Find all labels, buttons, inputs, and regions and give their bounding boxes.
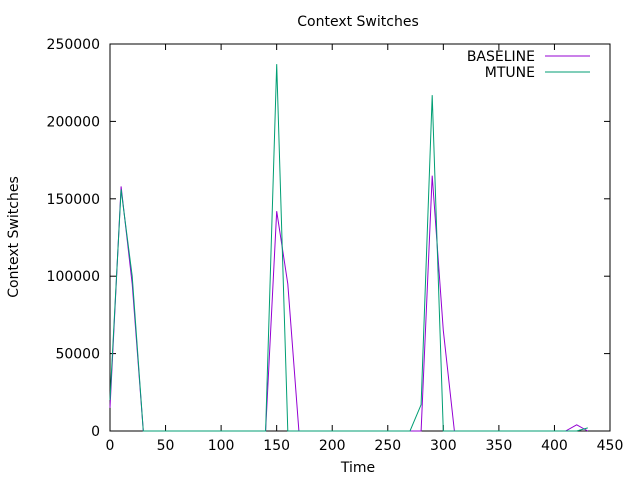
x-tick-label: 450	[597, 438, 624, 454]
plot-frame	[109, 43, 611, 432]
y-tick-label: 200000	[47, 114, 100, 130]
axis-ticks: 0 50 100 150 200 250 300 350 400 450 0 50000 100000 1…	[47, 37, 624, 454]
series-line-baseline	[109, 175, 589, 432]
y-tick-label: 0	[91, 424, 100, 440]
x-tick-label: 400	[541, 438, 568, 454]
chart-title: Context Switches	[297, 14, 419, 30]
x-tick-label: 150	[263, 438, 290, 454]
y-axis-label: Context Switches	[6, 176, 22, 298]
x-tick-label: 50	[157, 438, 175, 454]
x-tick-label: 0	[106, 438, 115, 454]
series-lines	[109, 64, 589, 432]
x-tick-label: 250	[374, 438, 401, 454]
x-tick-label: 200	[319, 438, 346, 454]
legend-label-baseline: BASELINE	[467, 49, 535, 65]
y-tick-label: 150000	[47, 192, 100, 208]
x-tick-label: 100	[208, 438, 235, 454]
x-axis-label: Time	[340, 460, 375, 476]
y-tick-label: 250000	[47, 37, 100, 53]
y-tick-label: 100000	[47, 269, 100, 285]
x-tick-label: 300	[430, 438, 457, 454]
legend-label-mtune: MTUNE	[485, 65, 535, 81]
y-tick-label: 50000	[55, 347, 100, 363]
x-tick-label: 350	[486, 438, 513, 454]
series-line-mtune	[109, 64, 588, 432]
